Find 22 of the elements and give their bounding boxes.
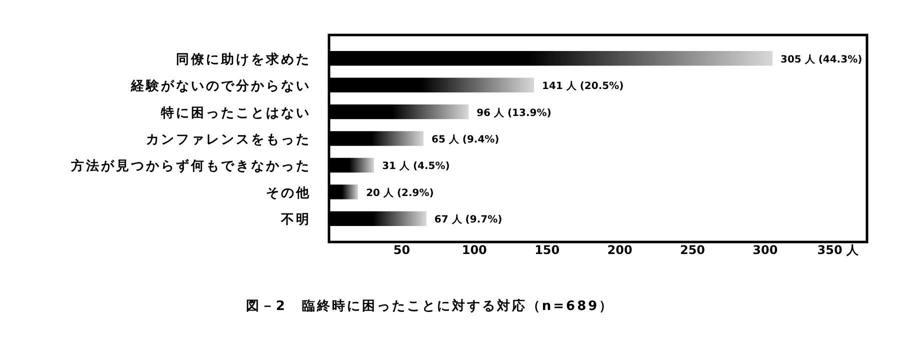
x-tick-label: 250: [680, 243, 706, 257]
y-tick-label: 同僚に助けを求めた: [176, 51, 311, 68]
x-tick-label: 300: [752, 243, 778, 257]
x-tick-label: 100: [462, 243, 487, 257]
data-label: 20 人 (2.9%): [366, 186, 434, 199]
data-label: 31 人 (4.5%): [382, 160, 450, 172]
text: 図－2 臨終時に困ったことに対する対応（n=689）: [246, 298, 614, 314]
y-tick-label: カンファレンスをもった: [146, 132, 311, 148]
data-label: 67 人 (9.7%): [434, 214, 502, 226]
data-label: 305 人 (44.3%): [780, 53, 862, 66]
data-label: 96 人 (13.9%): [476, 106, 552, 119]
y-tick-label: 特に困ったことはない: [160, 106, 311, 121]
data-label: 141 人 (20.5%): [542, 80, 624, 92]
y-tick-label: 不明: [280, 212, 311, 228]
y-tick-label: その他: [266, 186, 311, 201]
data-label: 65 人 (9.4%): [432, 134, 500, 146]
x-tick-label: 200: [607, 243, 632, 257]
y-tick-label: 経験がないので分からない: [130, 79, 311, 94]
y-tick-label: 方法が見つからず何もできなかった: [70, 158, 311, 174]
x-tick-label: 50: [393, 243, 410, 257]
x-tick-label: 150: [534, 243, 560, 257]
x-tick-label: 350 人: [817, 243, 860, 257]
